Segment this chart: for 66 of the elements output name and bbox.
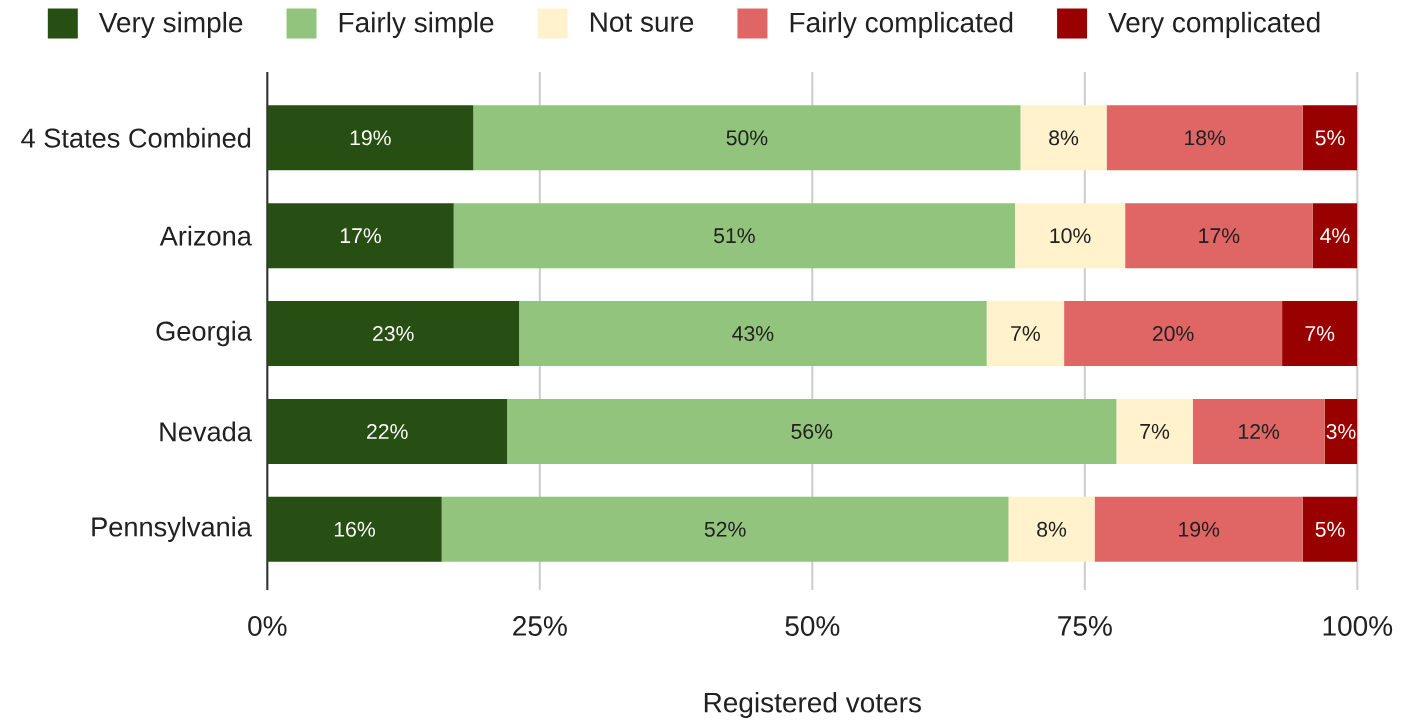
legend-label: Very simple xyxy=(98,11,243,38)
bar xyxy=(473,105,1021,171)
bar xyxy=(267,105,474,171)
data-label: 17% xyxy=(1199,228,1240,244)
x-axis-title: Registered voters xyxy=(704,691,921,719)
y-tick-label: Arizona xyxy=(159,225,252,246)
data-label: 19% xyxy=(1179,521,1220,537)
data-label: 7% xyxy=(1140,423,1170,439)
data-label: 20% xyxy=(1152,326,1194,342)
legend-label: Very complicated xyxy=(1108,11,1320,38)
bar xyxy=(1008,496,1095,562)
y-tick-label: Georgia xyxy=(156,320,252,347)
bar xyxy=(1324,398,1358,464)
bar xyxy=(441,496,1009,562)
bar xyxy=(986,301,1065,367)
data-label: 3% xyxy=(1326,423,1356,439)
data-label: 12% xyxy=(1239,423,1280,439)
bar xyxy=(507,398,1117,464)
bar xyxy=(267,203,454,269)
data-label: 50% xyxy=(726,130,768,146)
data-label: 7% xyxy=(1011,326,1040,341)
y-tick-label: Nevada xyxy=(160,421,252,442)
data-label: 8% xyxy=(1049,130,1079,146)
data-label: 5% xyxy=(1315,130,1345,146)
data-label: 18% xyxy=(1185,130,1226,146)
data-label: 51% xyxy=(714,228,755,244)
bar xyxy=(1125,203,1313,269)
bar xyxy=(267,496,442,562)
legend-label: Fairly simple xyxy=(339,11,494,38)
bar xyxy=(1064,301,1283,367)
data-label: 16% xyxy=(334,521,375,537)
bar xyxy=(1106,105,1303,171)
data-label: 43% xyxy=(732,326,774,342)
x-tick-label: 75% xyxy=(1058,616,1112,636)
bar xyxy=(1116,398,1193,464)
x-tick-label: 25% xyxy=(513,616,567,636)
bar xyxy=(1094,496,1303,562)
data-label: 10% xyxy=(1050,228,1091,244)
legend-label: Fairly complicated xyxy=(790,11,1013,38)
data-label: 19% xyxy=(350,130,391,146)
data-label: 56% xyxy=(791,423,833,439)
bar xyxy=(1302,105,1358,171)
data-label: 17% xyxy=(340,228,381,244)
bar xyxy=(267,301,520,367)
x-tick-label: 50% xyxy=(785,616,840,636)
data-label: 5% xyxy=(1315,521,1345,537)
bar xyxy=(453,203,1016,269)
data-label: 22% xyxy=(367,423,408,439)
bar xyxy=(1192,398,1325,464)
bar xyxy=(1302,496,1358,562)
bar xyxy=(1312,203,1358,269)
data-label: 4% xyxy=(1320,228,1350,244)
data-label: 8% xyxy=(1037,521,1067,537)
y-tick-label: 4 States Combined xyxy=(21,127,251,148)
x-tick-label: 100% xyxy=(1323,616,1393,636)
bar xyxy=(1282,301,1358,367)
data-label: 7% xyxy=(1305,326,1335,341)
bar xyxy=(267,398,508,464)
bar xyxy=(1015,203,1126,269)
bar xyxy=(519,301,987,367)
bar xyxy=(1020,105,1107,171)
data-label: 52% xyxy=(704,521,746,537)
x-tick-label: 0% xyxy=(248,616,287,636)
legend-label: Not sure xyxy=(590,12,694,32)
y-tick-label: Pennsylvania xyxy=(92,516,252,542)
data-label: 23% xyxy=(373,326,414,342)
